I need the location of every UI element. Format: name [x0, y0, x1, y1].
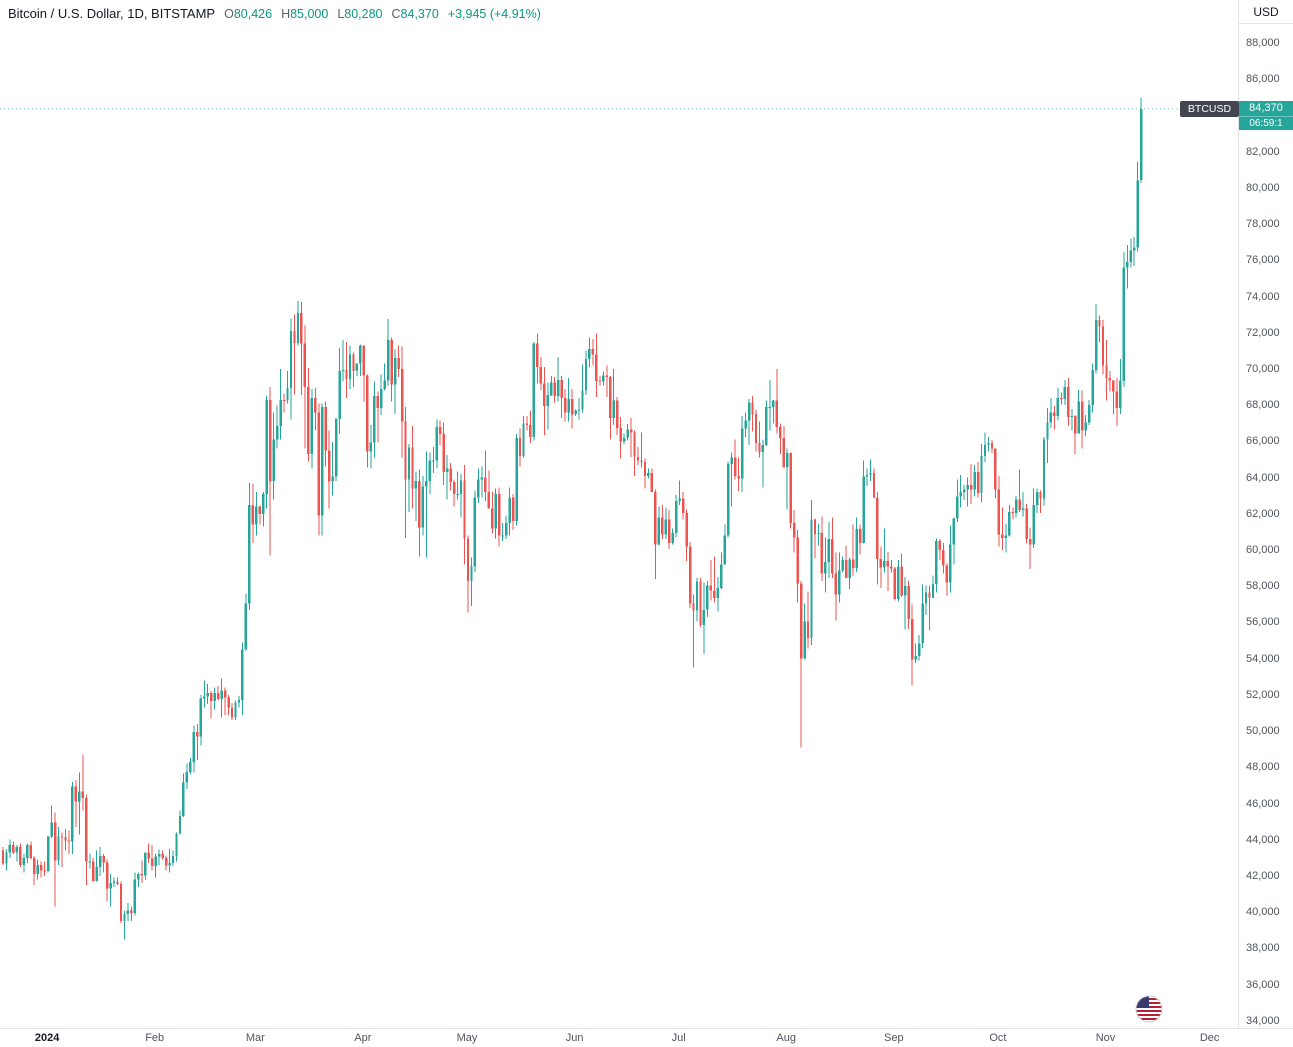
time-axis[interactable]: 2024 Feb Mar Apr May Jun Jul Aug Sep Oct Nov Dec — [0, 1028, 1293, 1047]
price-tick-label: 44,000 — [1246, 833, 1280, 846]
time-tick-month-label: Sep — [884, 1032, 904, 1044]
price-tick-label: 52,000 — [1246, 688, 1280, 701]
price-tick-label: 58,000 — [1246, 580, 1280, 593]
time-tick-month-label: Feb — [145, 1032, 165, 1044]
time-tick-month-label: Mar — [245, 1032, 265, 1044]
price-tick-label: 78,000 — [1246, 218, 1280, 231]
price-tick-label: 72,000 — [1246, 326, 1280, 339]
price-tick-label: 48,000 — [1246, 761, 1280, 774]
ohlc-high-letter: H — [281, 7, 291, 21]
last-price-value: 84,370 — [1249, 102, 1283, 114]
price-change-text: +3,945 (+4.91%) — [447, 7, 541, 21]
price-tick-label: 68,000 — [1246, 399, 1280, 412]
price-tick-label: 38,000 — [1246, 942, 1280, 955]
time-tick-month-label: May — [456, 1032, 478, 1044]
time-tick-month-label: Oct — [989, 1032, 1007, 1044]
time-tick-month-label: Apr — [354, 1032, 372, 1044]
time-tick-year-label: 2024 — [34, 1032, 60, 1044]
ohlc-open-letter: O — [224, 7, 234, 21]
price-tick-label: 40,000 — [1246, 906, 1280, 919]
time-tick-month-label: Jul — [671, 1032, 686, 1044]
price-tick-label: 70,000 — [1246, 363, 1280, 375]
symbol-title[interactable]: Bitcoin / U.S. Dollar, 1D, BITSTAMP — [8, 6, 216, 21]
ohlc-close: C84,370 — [392, 6, 439, 21]
bar-countdown-timer: 06:59:1 — [1239, 116, 1293, 130]
symbol-legend[interactable]: Bitcoin / U.S. Dollar, 1D, BITSTAMP O80,… — [8, 6, 541, 21]
price-tick-label: 46,000 — [1246, 797, 1280, 810]
last-price-tag: 84,370 06:59:1 — [1239, 101, 1293, 130]
price-tick-label: 50,000 — [1246, 725, 1280, 738]
price-tick-label: 74,000 — [1246, 290, 1280, 303]
price-tick-label: 62,000 — [1246, 507, 1280, 520]
candlestick-chart-canvas[interactable] — [0, 0, 1238, 1028]
price-tick-label: 66,000 — [1246, 435, 1280, 448]
ohlc-low-letter: L — [337, 7, 345, 21]
currency-toggle-button[interactable]: USD — [1239, 0, 1293, 24]
ohlc-high: H85,000 — [281, 6, 328, 21]
price-tick-label: 86,000 — [1246, 73, 1280, 86]
price-axis[interactable]: 88,00086,00084,00082,00080,00078,00076,0… — [1238, 0, 1293, 1047]
time-tick-month-label: Jun — [565, 1032, 584, 1044]
price-tick-label: 80,000 — [1246, 181, 1280, 194]
price-tick-label: 64,000 — [1246, 471, 1280, 484]
price-tick-label: 60,000 — [1246, 544, 1280, 556]
candles-layer — [1, 97, 1143, 940]
time-tick-month-label: Dec — [1199, 1032, 1220, 1044]
ohlc-close-value: 84,370 — [400, 7, 439, 21]
price-tick-label: 34,000 — [1246, 1014, 1280, 1027]
ohlc-open: O80,426 — [224, 6, 272, 21]
price-tick-label: 76,000 — [1246, 254, 1280, 267]
ohlc-high-value: 85,000 — [290, 7, 329, 21]
price-tick-label: 88,000 — [1246, 37, 1280, 50]
time-tick-month-label: Aug — [776, 1032, 796, 1044]
price-tick-label: 42,000 — [1246, 869, 1280, 882]
price-tick-label: 82,000 — [1246, 145, 1280, 158]
price-tick-label: 56,000 — [1246, 616, 1280, 629]
usd-flag-logo-icon[interactable] — [1135, 995, 1163, 1023]
price-tick-label: 54,000 — [1246, 652, 1280, 665]
symbol-price-line-badge: BTCUSD — [1180, 101, 1239, 117]
time-tick-month-label: Nov — [1095, 1032, 1116, 1044]
ohlc-low-value: 80,280 — [344, 7, 383, 21]
price-tick-label: 36,000 — [1246, 978, 1280, 991]
ohlc-close-letter: C — [391, 7, 401, 21]
ohlc-low: L80,280 — [337, 6, 382, 21]
ohlc-open-value: 80,426 — [233, 7, 273, 21]
